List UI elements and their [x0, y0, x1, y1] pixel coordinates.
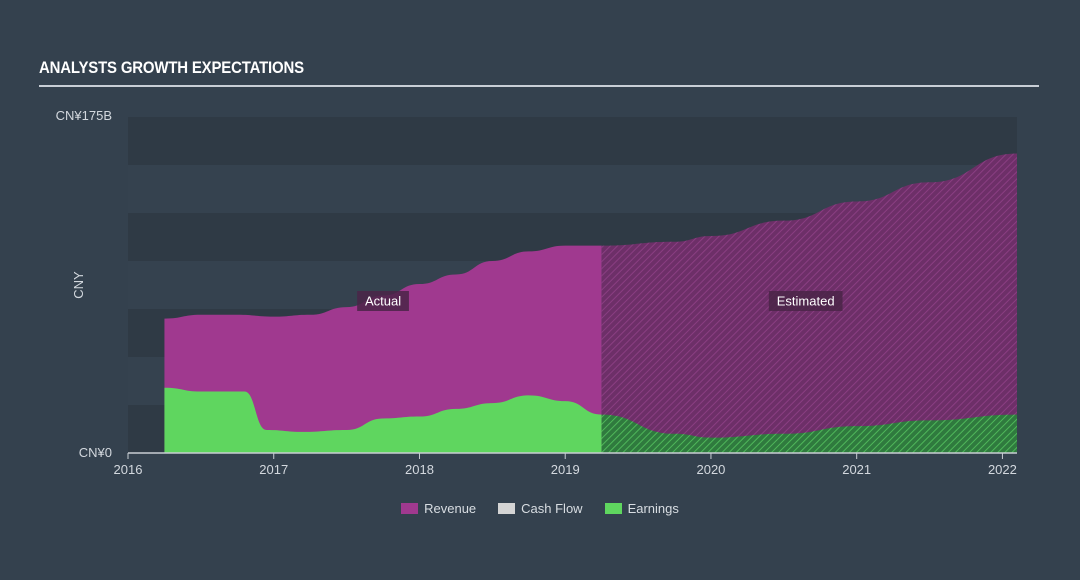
estimated-label-text: Estimated [777, 294, 835, 309]
legend-label-earnings: Earnings [627, 501, 679, 516]
actual-label: Actual [357, 291, 409, 311]
x-tick-label: 2021 [842, 462, 871, 477]
x-axis: 2016 2017 2018 2019 2020 2021 2022 [114, 452, 1017, 477]
x-tick-label: 2018 [405, 462, 434, 477]
title-divider [39, 85, 1039, 87]
legend-swatch-earnings [604, 503, 622, 514]
earnings-area-estimated [601, 414, 1017, 453]
legend-item-cash-flow[interactable]: Cash Flow [498, 501, 583, 516]
estimated-label: Estimated [768, 291, 843, 311]
legend-swatch-revenue [401, 503, 419, 514]
estimated-label-bg [768, 291, 843, 311]
y-bottom-label: CN¥0 [79, 445, 112, 460]
y-top-label: CN¥175B [56, 108, 112, 123]
earnings-area-actual [164, 387, 602, 453]
chart-labels: CN¥175B CN¥0 CNY Actual Estimated [56, 108, 843, 460]
x-tick-label: 2022 [988, 462, 1017, 477]
revenue-area-actual [164, 245, 602, 453]
x-tick-label: 2019 [551, 462, 580, 477]
legend: Revenue Cash Flow Earnings [0, 501, 1080, 516]
x-tick-label: 2020 [696, 462, 725, 477]
y-axis-label: CNY [71, 271, 86, 299]
legend-label-revenue: Revenue [424, 501, 477, 516]
legend-swatch-cash-flow [498, 503, 516, 514]
x-tick-label: 2017 [259, 462, 288, 477]
legend-item-earnings[interactable]: Earnings [604, 501, 679, 516]
legend-label-cash-flow: Cash Flow [521, 501, 583, 516]
actual-label-text: Actual [365, 294, 401, 309]
chart-title: ANALYSTS GROWTH EXPECTATIONS [39, 58, 304, 77]
actual-label-bg [357, 291, 409, 311]
legend-item-revenue[interactable]: Revenue [401, 501, 476, 516]
x-tick-label: 2016 [114, 462, 143, 477]
grid-band [128, 117, 1017, 165]
